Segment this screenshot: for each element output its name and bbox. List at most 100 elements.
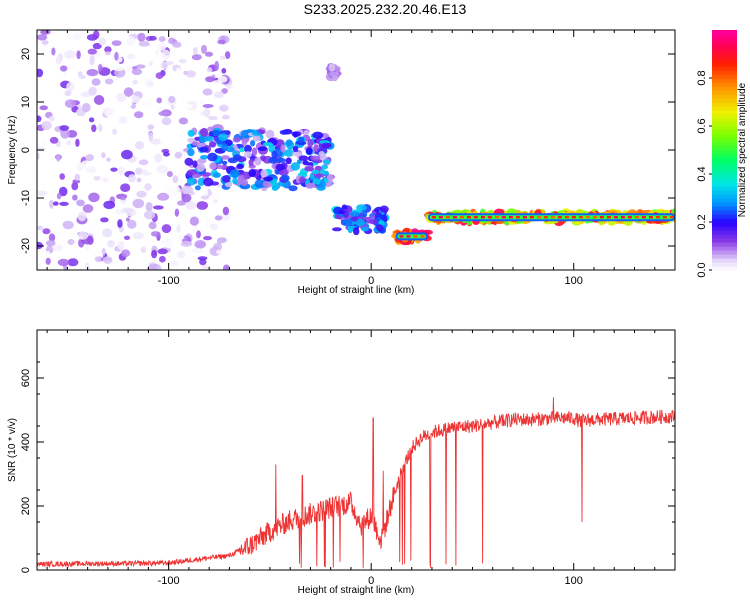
heatmap-cell [52, 244, 64, 252]
colorbar-step [712, 74, 737, 79]
heatmap-cell [206, 135, 214, 142]
heatmap-cell [219, 104, 229, 112]
heatmap-cell [208, 115, 218, 121]
colorbar-step [712, 238, 737, 243]
heatmap-cell [112, 128, 117, 135]
heatmap-cell [191, 174, 201, 179]
heatmap-cell [184, 157, 194, 166]
heatmap-cell [248, 159, 254, 166]
heatmap-cell [251, 130, 260, 136]
heatmap-cell [89, 55, 95, 66]
heatmap-cell [323, 159, 331, 165]
heatmap-cell [194, 185, 201, 191]
heatmap-line-peak [420, 235, 425, 238]
heatmap-line-peak [634, 216, 639, 219]
heatmap-line-peak [543, 216, 548, 219]
colorbar-step [712, 242, 737, 247]
heatmap-line-peak [473, 216, 478, 219]
heatmap-cell [59, 201, 69, 206]
heatmap-cell [207, 152, 218, 162]
colorbar-step [712, 82, 737, 87]
heatmap-cell [118, 166, 125, 176]
heatmap-cell [197, 158, 207, 164]
heatmap-cell [155, 49, 160, 56]
heatmap-cell [199, 258, 207, 266]
heatmap-line-peak [508, 216, 513, 219]
heatmap-cell [225, 146, 235, 153]
heatmap-line-peak [606, 216, 611, 219]
heatmap-cell [138, 40, 150, 47]
heatmap-cells [37, 30, 675, 270]
heatmap-cell [378, 220, 385, 226]
colorbar-step [712, 90, 737, 95]
heatmap-cell [87, 235, 94, 246]
colorbar-step [712, 186, 737, 191]
colorbar-gradient [712, 30, 737, 271]
heatmap-cell [144, 183, 152, 191]
heatmap-cell [178, 58, 187, 64]
heatmap-cell [107, 114, 118, 120]
heatmap-cell [58, 186, 68, 197]
heatmap-cell [185, 70, 196, 78]
colorbar-step [712, 246, 737, 251]
heatmap-cell [170, 261, 179, 267]
heatmap-line-peak [627, 216, 632, 219]
colorbar-step [712, 50, 737, 55]
heatmap-cell [166, 171, 173, 178]
heatmap-cell [221, 160, 228, 165]
heatmap-cell [211, 129, 221, 136]
heatmap-cell [260, 169, 268, 179]
heatmap-cell [200, 195, 210, 200]
heatmap-cell [197, 256, 208, 261]
heatmap-cell [106, 157, 111, 162]
heatmap-cell [321, 164, 329, 170]
heatmap-cell [121, 149, 133, 160]
heatmap-cell [156, 164, 169, 174]
heatmap-cell [296, 159, 302, 165]
heatmap-cell [152, 171, 158, 177]
heatmap-cell [37, 190, 48, 196]
heatmap-cell [178, 117, 189, 125]
heatmap-cell [111, 40, 122, 46]
heatmap-cell [161, 224, 172, 234]
colorbar-step [712, 214, 737, 219]
heatmap-cell [209, 141, 217, 148]
heatmap-cell [146, 166, 154, 174]
colorbar-step [712, 222, 737, 227]
x-tick-label: 0 [368, 575, 374, 587]
heatmap-cell [92, 42, 102, 50]
heatmap-cell [157, 248, 168, 255]
heatmap-line-peak [413, 235, 418, 238]
snr-frame [36, 329, 676, 571]
heatmap-cell [210, 223, 219, 231]
colorbar-step [712, 106, 737, 111]
heatmap-cell [128, 174, 137, 183]
heatmap-cell [218, 133, 229, 141]
heatmap-cell [220, 155, 230, 160]
heatmap-cell [186, 177, 196, 186]
heatmap-cell [122, 124, 130, 134]
heatmap-cell [137, 32, 146, 42]
colorbar-step [712, 194, 737, 199]
heatmap-cell [176, 250, 186, 259]
heatmap-cell [84, 262, 90, 270]
heatmap-cell [91, 78, 101, 86]
heatmap-cell [136, 177, 142, 183]
y-tick-label: -10 [20, 190, 32, 206]
heatmap-cell [93, 176, 101, 181]
heatmap-cell [194, 240, 206, 249]
heatmap-cell [280, 174, 290, 182]
heatmap-cell [221, 68, 227, 74]
heatmap-cell [155, 264, 162, 270]
heatmap-cell [353, 227, 360, 236]
heatmap-cell [37, 225, 44, 231]
heatmap-cell [157, 192, 170, 201]
spectrogram-heatmap [37, 30, 675, 270]
heatmap-cell [147, 124, 155, 130]
heatmap-cell [310, 155, 321, 161]
heatmap-cell [74, 173, 80, 181]
heatmap-cell [66, 140, 72, 146]
heatmap-cell [183, 70, 188, 75]
heatmap-cell [114, 51, 119, 61]
heatmap-cell [104, 51, 111, 56]
